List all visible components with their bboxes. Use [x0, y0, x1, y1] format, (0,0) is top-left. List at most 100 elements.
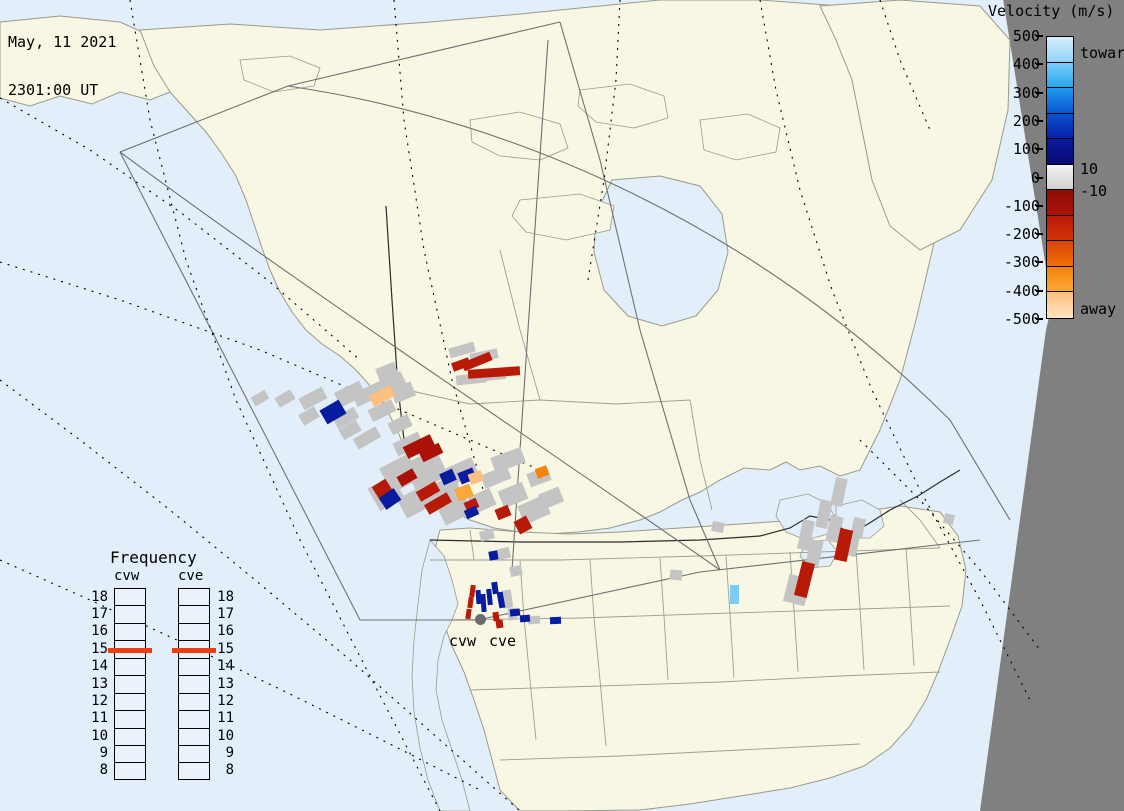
colorbar-tick-label: -200: [1003, 225, 1040, 244]
frequency-bar-cell: [115, 606, 145, 624]
frequency-bar-cell: [115, 729, 145, 746]
frequency-tick-label: 13: [91, 675, 108, 692]
velocity-cell: [513, 515, 533, 535]
frequency-tick-label: 8: [99, 762, 108, 779]
date-text: May, 11 2021: [8, 33, 117, 51]
frequency-bar-cell: [179, 624, 209, 642]
colorbar-tick-label: 400: [1012, 55, 1040, 74]
colorbar-segment: [1047, 292, 1073, 318]
ground-scatter-cell: [509, 564, 523, 578]
frequency-tick-label: 11: [91, 710, 108, 727]
frequency-bar-cell: [179, 641, 209, 659]
colorbar-segment: [1047, 113, 1073, 140]
ground-scatter-cell: [392, 431, 424, 457]
timestamp-block: May, 11 2021 2301:00 UT: [8, 2, 116, 130]
velocity-colorbar[interactable]: [1046, 36, 1074, 319]
ground-scatter-cell: [332, 406, 360, 430]
radar-fov-boundary: [119, 21, 1011, 621]
velocity-cell: [549, 616, 562, 625]
frequency-bar-cell: [179, 729, 209, 746]
frequency-bar-cell: [115, 624, 145, 642]
frequency-bar-cell: [115, 589, 145, 607]
frequency-legend-title: Frequency: [110, 548, 197, 567]
colorbar-toward-label: toward: [1080, 44, 1124, 62]
frequency-bar-cell: [115, 676, 145, 694]
frequency-legend: Frequency cvw cve 18 17 16 15 14 13 12 11 10 9 8 18…: [88, 548, 248, 798]
frequency-bar-cell: [179, 694, 209, 712]
frequency-tick-label: 10: [91, 727, 108, 744]
ground-scatter-cell: [352, 426, 382, 450]
velocity-cell: [454, 483, 474, 502]
ground-scatter-cell: [367, 398, 397, 423]
frequency-marker-cvw: [108, 647, 152, 653]
frequency-tick-label: 9: [225, 744, 234, 761]
colorbar-tick-mark: [1036, 91, 1043, 94]
ground-scatter-cell: [830, 477, 848, 507]
ground-scatter-cell: [351, 370, 407, 408]
velocity-cell: [368, 385, 396, 407]
colorbar-tick-label: -500: [1003, 310, 1040, 328]
velocity-cell: [402, 434, 436, 459]
colorbar-tick-mark: [1036, 261, 1043, 264]
frequency-tick-label: 16: [217, 623, 234, 640]
velocity-cell: [463, 505, 480, 520]
velocity-cell: [423, 492, 453, 515]
ground-scatter-cell: [274, 389, 296, 408]
colorbar-segment: [1047, 139, 1073, 165]
radar-site-marker: [475, 614, 486, 625]
time-text: 2301:00 UT: [8, 81, 99, 99]
velocity-cell: [833, 527, 854, 563]
colorbar-segment: [1047, 190, 1073, 216]
frequency-bar-cell: [115, 641, 145, 659]
velocity-cell: [378, 488, 402, 510]
background-gray-wedge: [994, 0, 1124, 811]
ground-scatter-cell: [448, 341, 476, 359]
ground-scatter-cell: [942, 512, 956, 526]
frequency-bar-cvw[interactable]: [114, 588, 146, 780]
colorbar-upper-threshold: 10: [1080, 160, 1099, 178]
frequency-bar-cell: [115, 746, 145, 764]
velocity-cell: [793, 560, 816, 599]
colorbar-tick-mark: [1036, 204, 1043, 207]
ground-scatter-cell: [805, 538, 824, 568]
ground-scatter-cell: [480, 465, 512, 489]
colorbar-tick-label: -400: [1003, 281, 1040, 300]
ground-scatter-cell: [815, 499, 833, 529]
ground-scatter-cell: [338, 419, 362, 441]
graticule-lines: [0, 0, 1041, 811]
velocity-cell: [495, 619, 504, 629]
frequency-marker-cve: [172, 647, 216, 653]
colorbar-tick-mark: [1036, 148, 1043, 151]
velocity-cell: [492, 611, 500, 622]
frequency-tick-label: 14: [217, 658, 234, 675]
colorbar-tick-mark: [1036, 119, 1043, 122]
frequency-tick-label: 14: [91, 658, 108, 675]
colorbar-tick-mark: [1036, 35, 1043, 37]
ground-scatter-cell: [490, 447, 526, 473]
ground-scatter-cell: [387, 413, 413, 436]
velocity-cell: [491, 581, 499, 595]
ground-scatter-cell: [389, 381, 417, 404]
frequency-tick-label: 12: [91, 692, 108, 709]
velocity-cell: [465, 608, 472, 620]
radar-label-cvw: cvw: [449, 632, 477, 650]
colorbar-tick-label: 0: [996, 169, 1040, 187]
velocity-cell: [371, 478, 393, 499]
frequency-bar-cell: [179, 659, 209, 677]
frequency-bar-cell: [115, 711, 145, 729]
ground-scatter-cell: [250, 389, 270, 407]
frequency-bar-cve[interactable]: [178, 588, 210, 780]
frequency-tick-label: 11: [217, 710, 234, 727]
frequency-bar-cell: [179, 763, 209, 780]
colorbar-segment: [1047, 164, 1073, 191]
velocity-cell: [488, 550, 499, 561]
colorbar-segment: [1047, 37, 1073, 63]
ground-scatter-cell: [850, 516, 866, 540]
colorbar-tick-mark: [1036, 233, 1043, 236]
ground-scatter-cell: [437, 494, 473, 526]
frequency-tick-label: 9: [99, 744, 108, 761]
velocity-cell: [509, 608, 521, 617]
frequency-bar-cell: [179, 711, 209, 729]
